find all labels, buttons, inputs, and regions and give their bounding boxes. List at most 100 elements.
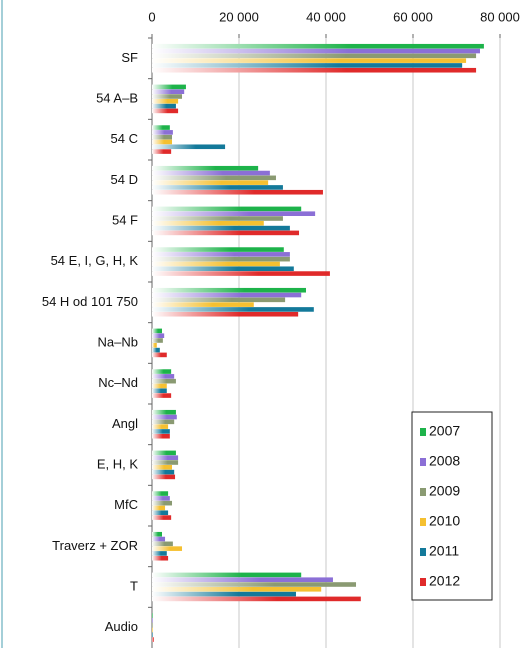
bar [152, 414, 177, 420]
bar [152, 180, 269, 185]
bar [152, 505, 166, 511]
bar [152, 409, 176, 415]
legend-box [411, 411, 493, 601]
legend-swatch [420, 488, 426, 496]
bar [152, 108, 179, 114]
bar [152, 221, 264, 226]
y-tick-label: SF [121, 50, 138, 65]
bar [152, 328, 163, 334]
bar [152, 266, 294, 272]
x-tick-label: 0 [148, 9, 155, 24]
y-tick-label: 54 A–B [96, 90, 138, 105]
y-tick-label: Nc–Nd [98, 375, 138, 390]
bar [152, 84, 186, 90]
bar [152, 460, 179, 465]
bar [152, 206, 302, 212]
bar [152, 419, 175, 425]
bar [152, 175, 276, 181]
y-tick-label: Audio [105, 619, 138, 634]
bar [152, 618, 153, 623]
bar [152, 378, 176, 384]
y-tick-label: Angl [112, 416, 138, 431]
bar [152, 515, 172, 520]
y-tick-label: 54 H od 101 750 [42, 294, 138, 309]
bar [152, 551, 167, 556]
bar [152, 536, 166, 542]
legend-swatch [420, 518, 426, 526]
bar [152, 347, 160, 353]
bar [152, 491, 169, 496]
bar [152, 531, 163, 537]
bar [152, 139, 173, 145]
legend-swatch [420, 458, 426, 466]
bar [152, 388, 167, 394]
bar [152, 256, 290, 262]
bar [152, 613, 153, 618]
y-tick-label: 54 E, I, G, H, K [51, 253, 139, 268]
bar [152, 247, 284, 252]
y-tick-label: MfC [114, 497, 138, 512]
bar [152, 271, 330, 276]
bar [152, 307, 314, 312]
bar [152, 546, 183, 551]
bar [152, 465, 173, 470]
bar [152, 216, 283, 221]
bar [152, 130, 173, 135]
bar [152, 311, 299, 317]
x-tick-label: 60 000 [393, 9, 433, 24]
bar [152, 134, 173, 140]
legend-label: 2007 [429, 423, 460, 439]
bar [152, 429, 170, 434]
bar [152, 189, 323, 195]
legend-label: 2008 [429, 453, 460, 469]
bar [152, 352, 167, 358]
bar [152, 622, 153, 628]
bar [152, 125, 170, 130]
bar [152, 292, 302, 298]
bar [152, 103, 176, 109]
legend-swatch [420, 428, 426, 436]
bar [152, 230, 300, 236]
bar [152, 637, 154, 642]
bar [152, 591, 296, 597]
bar [152, 632, 153, 638]
x-tick-label: 80 000 [480, 9, 520, 24]
bar [152, 433, 170, 439]
bar [152, 211, 316, 216]
bar [152, 596, 361, 602]
bar [152, 541, 173, 547]
bar [152, 500, 173, 506]
y-tick-label: E, H, K [97, 456, 139, 471]
bar [152, 455, 179, 460]
legend-label: 2009 [429, 483, 460, 499]
bar [152, 185, 283, 190]
bar [152, 287, 306, 293]
bar [152, 424, 169, 429]
bar [152, 144, 226, 150]
bar [152, 99, 179, 104]
bar [152, 510, 169, 516]
legend-label: 2010 [429, 513, 460, 529]
bar [152, 555, 169, 561]
bar [152, 170, 270, 176]
bar [152, 496, 170, 501]
x-tick-label: 40 000 [306, 9, 346, 24]
legend-swatch [420, 578, 426, 586]
legend-swatch [420, 548, 426, 556]
bar [152, 450, 176, 456]
bar [152, 474, 176, 480]
y-tick-label: 54 C [111, 131, 138, 146]
bar [152, 252, 290, 257]
bar [152, 48, 480, 54]
y-tick-label: Na–Nb [98, 334, 138, 349]
x-tick-label: 20 000 [219, 9, 259, 24]
bar [152, 582, 357, 587]
bar [152, 393, 172, 398]
y-tick-label: 54 D [111, 172, 138, 187]
bar [152, 297, 286, 303]
y-tick-label: Traverz + ZOR [52, 538, 138, 553]
bar [152, 572, 302, 578]
bar [152, 369, 172, 374]
legend-label: 2012 [429, 573, 460, 589]
